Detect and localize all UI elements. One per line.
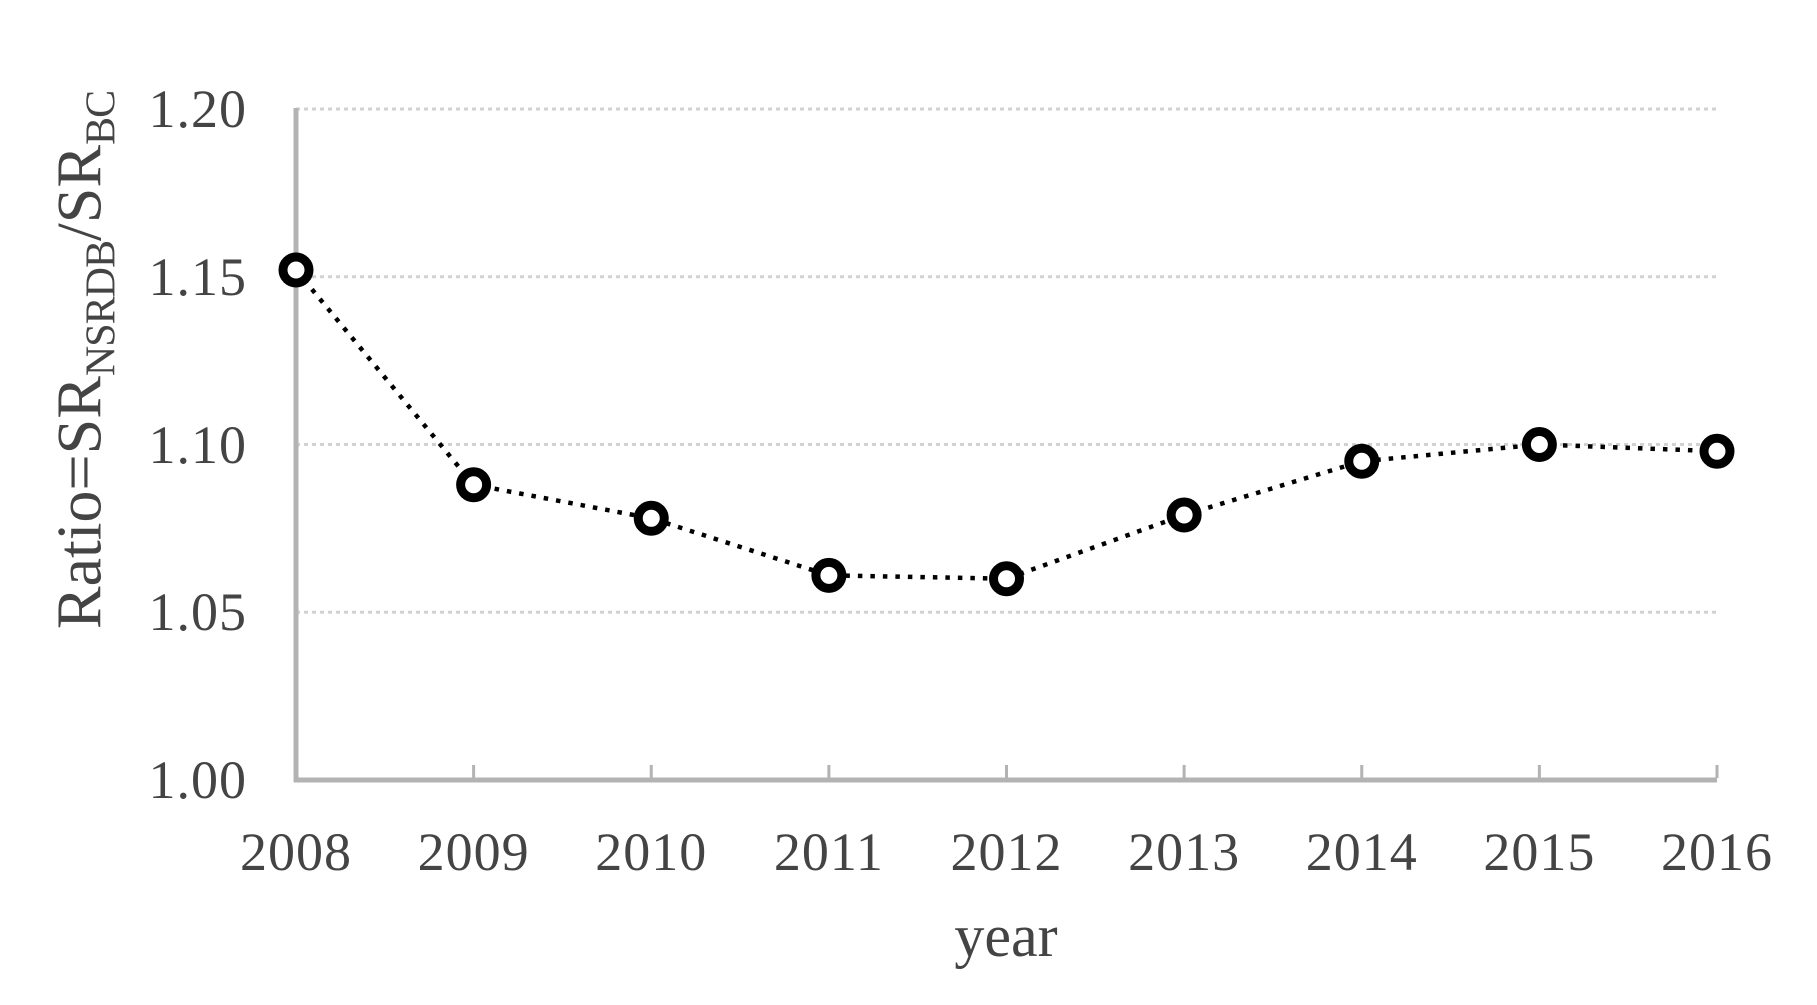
y-tick-label: 1.15	[148, 246, 247, 307]
x-tick-label: 2009	[417, 822, 530, 882]
data-point-marker	[278, 252, 314, 288]
x-tick-label: 2008	[240, 822, 352, 882]
data-point-marker	[989, 561, 1024, 597]
x-tick-label: 2016	[1661, 822, 1773, 882]
y-axis-title-main1: Ratio=SR	[43, 376, 115, 630]
y-tick-label: 1.20	[148, 79, 247, 139]
y-axis-title: Ratio=SRNSRDB/SRBC	[43, 91, 126, 629]
data-point-marker	[1166, 497, 1202, 533]
x-tick-label: 2013	[1128, 822, 1241, 882]
data-point-marker	[456, 467, 492, 503]
x-tick-label: 2010	[595, 822, 708, 882]
x-axis-title: year	[954, 903, 1058, 969]
y-axis-title-sub1: NSRDB	[78, 241, 125, 377]
x-tick-label: 2012	[950, 822, 1063, 882]
x-tick-label: 2011	[773, 822, 884, 882]
y-tick-label: 1.00	[148, 750, 247, 810]
data-point-marker	[1521, 427, 1557, 462]
data-point-marker	[1344, 443, 1380, 479]
data-point-marker	[811, 557, 847, 593]
x-tick-label: 2014	[1305, 822, 1418, 882]
y-axis-title-main2: /SR	[43, 144, 115, 241]
y-tick-label: 1.05	[148, 582, 247, 643]
data-series-line	[294, 268, 1718, 581]
data-point-marker	[1699, 433, 1735, 469]
y-tick-label: 1.10	[148, 414, 247, 475]
y-axis-title-sub2: BC	[78, 90, 125, 145]
data-point-marker	[633, 500, 669, 536]
x-tick-label: 2015	[1483, 822, 1596, 882]
